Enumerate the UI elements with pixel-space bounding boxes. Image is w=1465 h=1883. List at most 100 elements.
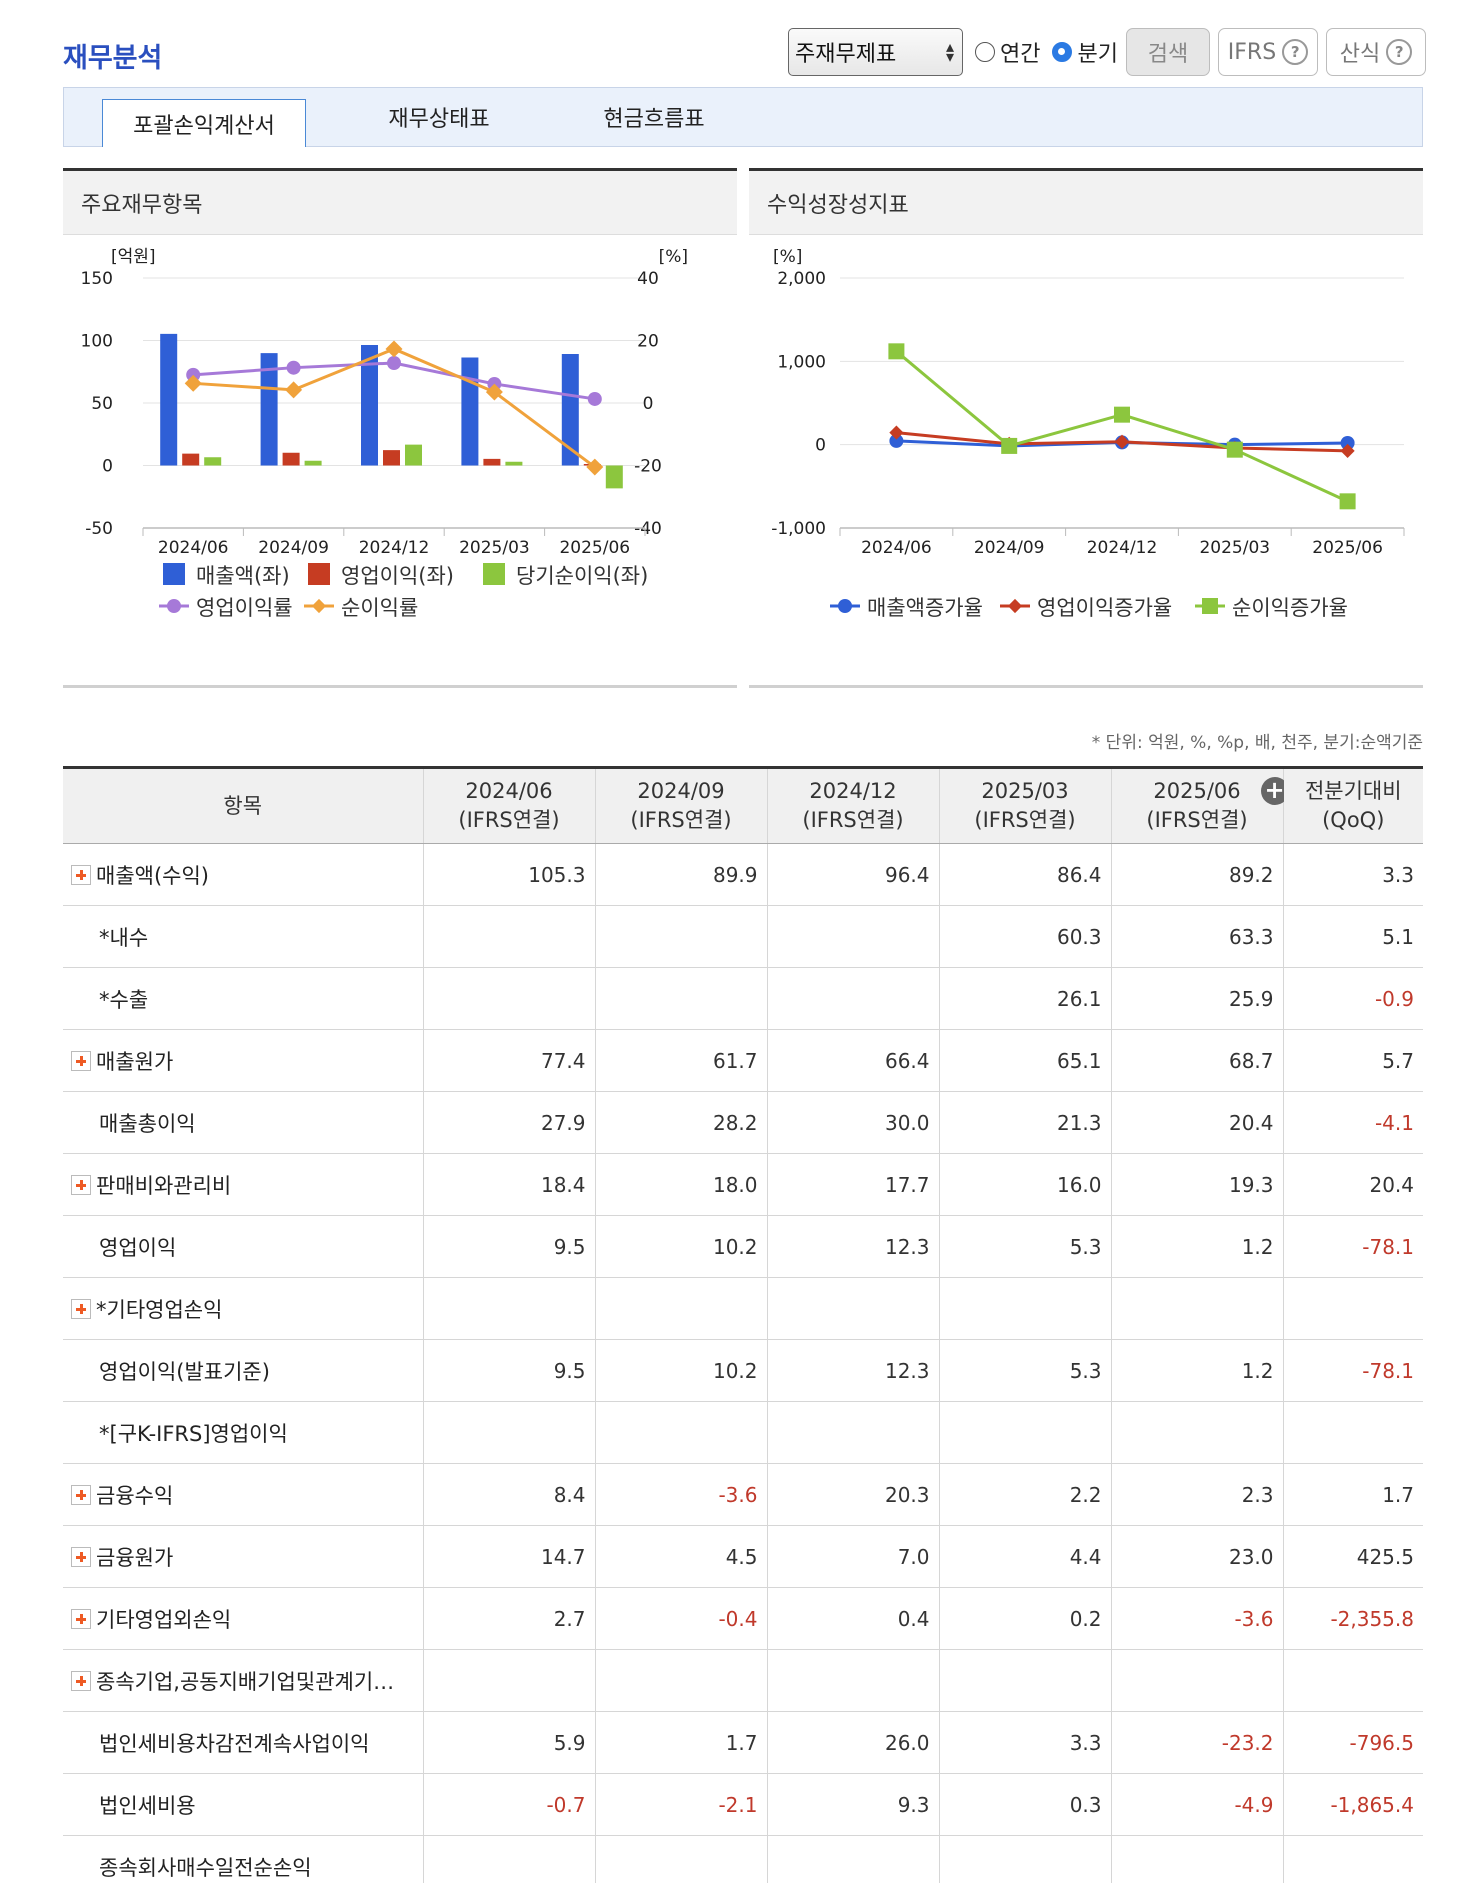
y-axis-label-left: [억원]: [111, 247, 156, 267]
y-tick: 0: [815, 436, 826, 456]
table-cell: [1282, 1277, 1423, 1340]
table-cell: 68.7: [1110, 1029, 1283, 1092]
line-point: [888, 343, 905, 360]
table-cell: 16.0: [938, 1153, 1111, 1216]
row-label[interactable]: 판매비와관리비: [63, 1153, 423, 1216]
growth-chart: [%]2,000 1,000 0 -1,000 2024/06 2024/09 2024/1…: [771, 247, 1405, 620]
line-point: [1340, 443, 1355, 458]
row-label: 법인세비용: [63, 1773, 423, 1836]
toolbar: 주재무제표 ▴ ▾ 연간 분기 검색 IFRS ? 산식 ?: [788, 28, 1426, 76]
line-point: [387, 356, 401, 370]
y-tick-right: -20: [634, 457, 662, 477]
table-cell: -4.1: [1282, 1091, 1423, 1154]
table-cell: 25.9: [1110, 967, 1283, 1030]
expand-plus-icon[interactable]: [71, 1050, 91, 1071]
y-tick: 1,000: [777, 352, 826, 372]
table-row: 종속회사매수일전순손익: [63, 1835, 1423, 1883]
statement-select[interactable]: 주재무제표 ▴ ▾: [788, 28, 963, 76]
table-cell: [594, 905, 767, 968]
line-point: [1226, 441, 1243, 458]
table-cell: [1110, 1649, 1283, 1712]
x-tick-label: 2025/06: [559, 538, 630, 558]
table-cell: 5.3: [938, 1215, 1111, 1278]
radio-quarter[interactable]: 분기: [1052, 36, 1118, 68]
y-tick: -1,000: [771, 519, 826, 539]
row-label: 법인세비용차감전계속사업이익: [63, 1711, 423, 1774]
table-cell: 89.2: [1110, 843, 1283, 906]
row-label[interactable]: 금융원가: [63, 1525, 423, 1588]
expand-plus-icon[interactable]: [71, 1298, 91, 1319]
y-axis-label-right: [%]: [659, 247, 688, 267]
table-cell: [938, 1401, 1111, 1464]
row-label[interactable]: 매출액(수익): [63, 843, 423, 906]
line-point: [1339, 493, 1356, 510]
expand-plus-icon[interactable]: [71, 1174, 91, 1195]
row-label[interactable]: 금융수익: [63, 1463, 423, 1526]
row-label[interactable]: 종속기업,공동지배기업및관계기…: [63, 1649, 423, 1712]
ifrs-label: IFRS: [1227, 39, 1277, 65]
legend-label: 매출액(좌): [196, 564, 290, 588]
row-label-text: 영업이익: [99, 1235, 177, 1260]
table-cell: [422, 1649, 595, 1712]
row-label-text: *수출: [99, 987, 149, 1012]
table-cell: 9.5: [422, 1215, 595, 1278]
table-cell: -78.1: [1282, 1215, 1423, 1278]
table-cell: 20.4: [1110, 1091, 1283, 1154]
tab-balance-sheet[interactable]: 재무상태표: [388, 107, 490, 132]
table-cell: [1110, 1835, 1283, 1883]
table-cell: 18.0: [594, 1153, 767, 1216]
table-cell: [938, 1835, 1111, 1883]
line-point: [1114, 434, 1130, 449]
table-cell: 0.2: [938, 1587, 1111, 1650]
table-row: 영업이익 9.5 10.2 12.3 5.3 1.2 -78.1: [63, 1215, 1423, 1278]
table-header-row: 항목 2024/06 (IFRS연결) 2024/09 (IFRS연결) 2024/…: [63, 767, 1423, 844]
y-tick-right: 40: [637, 269, 659, 289]
ifrs-help-button[interactable]: IFRS ?: [1217, 28, 1318, 76]
expand-plus-icon[interactable]: [71, 864, 91, 885]
tab-income-statement[interactable]: 포괄손익계산서: [102, 99, 306, 147]
col-header: 전분기대비 (QoQ): [1282, 767, 1423, 844]
bar: [260, 353, 278, 466]
x-tick-label: 2024/09: [258, 538, 329, 558]
table-cell: 105.3: [422, 843, 595, 906]
expand-plus-icon[interactable]: [71, 1670, 91, 1691]
table-cell: [938, 1649, 1111, 1712]
table-row: 종속기업,공동지배기업및관계기…: [63, 1649, 1423, 1712]
table-cell: 63.3: [1110, 905, 1283, 968]
table-cell: 5.1: [1282, 905, 1423, 968]
financial-table: 항목 2024/06 (IFRS연결) 2024/09 (IFRS연결) 2024/…: [63, 766, 1423, 1883]
table-cell: 12.3: [766, 1215, 939, 1278]
table-cell: [1282, 1649, 1423, 1712]
row-label[interactable]: *기타영업손익: [63, 1277, 423, 1340]
tab-cash-flow[interactable]: 현금흐름표: [603, 107, 705, 132]
row-label[interactable]: 기타영업외손익: [63, 1587, 423, 1650]
table-cell: [594, 1649, 767, 1712]
row-label-text: 판매비와관리비: [96, 1173, 232, 1198]
table-cell: 0.3: [938, 1773, 1111, 1836]
series-line: [895, 350, 1349, 503]
line-point: [286, 360, 301, 375]
table-cell: 61.7: [594, 1029, 767, 1092]
legend-swatch: [308, 563, 330, 585]
search-button[interactable]: 검색: [1125, 28, 1210, 76]
expand-plus-icon[interactable]: [71, 1546, 91, 1567]
table-cell: [594, 967, 767, 1030]
table-cell: 2.2: [938, 1463, 1111, 1526]
table-cell: [422, 967, 595, 1030]
table-cell: [1110, 1277, 1283, 1340]
statement-tabs: 포괄손익계산서 재무상태표 현금흐름표: [63, 87, 1423, 147]
line-point: [285, 381, 303, 399]
y-tick-right: 20: [637, 332, 659, 352]
expand-plus-icon[interactable]: [71, 1608, 91, 1629]
row-label[interactable]: 매출원가: [63, 1029, 423, 1092]
legend-label: 매출액증가율: [867, 596, 983, 620]
table-cell: 10.2: [594, 1215, 767, 1278]
expand-plus-icon[interactable]: [71, 1484, 91, 1505]
formula-help-button[interactable]: 산식 ?: [1325, 28, 1426, 76]
radio-annual[interactable]: 연간: [975, 36, 1040, 68]
table-row: *[구K-IFRS]영업이익: [63, 1401, 1423, 1464]
x-tick-label: 2024/12: [359, 538, 430, 558]
table-cell: 4.4: [938, 1525, 1111, 1588]
table-row: 매출액(수익) 105.3 89.9 96.4 86.4 89.2 3.3: [63, 843, 1423, 906]
legend-marker: [311, 598, 327, 614]
